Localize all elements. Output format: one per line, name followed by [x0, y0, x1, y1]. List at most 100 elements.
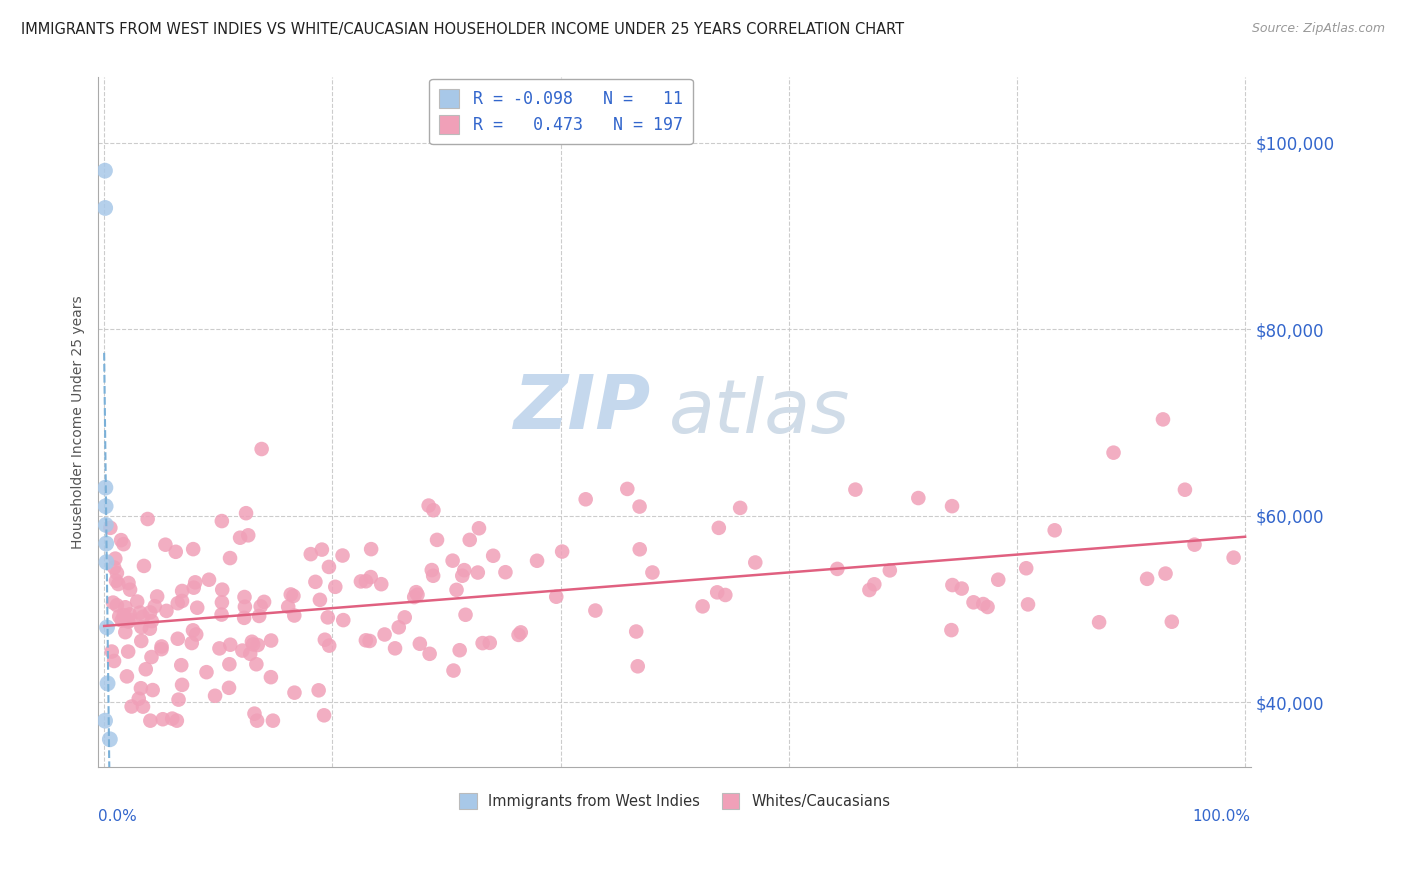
Point — [142, 683, 165, 698]
Point — [858, 582, 880, 597]
Point — [231, 643, 253, 657]
Point — [941, 623, 963, 637]
Point — [409, 637, 432, 651]
Point — [218, 657, 240, 672]
Point — [94, 481, 117, 495]
Text: 100.0%: 100.0% — [1192, 809, 1251, 823]
Point — [155, 538, 177, 552]
Point — [453, 563, 475, 577]
Point — [1136, 572, 1159, 586]
Point — [744, 556, 766, 570]
Point — [728, 500, 751, 515]
Point — [583, 603, 606, 617]
Point — [707, 521, 730, 535]
Point — [1222, 550, 1244, 565]
Point — [714, 588, 737, 602]
Point — [114, 600, 136, 615]
Point — [1174, 483, 1197, 497]
Point — [111, 614, 134, 628]
Point — [141, 650, 163, 665]
Point — [170, 658, 193, 673]
Point — [422, 503, 444, 517]
Point — [575, 492, 598, 507]
Point — [146, 590, 169, 604]
Point — [121, 699, 143, 714]
Point — [117, 615, 139, 629]
Point — [332, 613, 354, 627]
Point — [323, 580, 346, 594]
Point — [100, 644, 122, 658]
Point — [97, 676, 120, 690]
Point — [624, 624, 647, 639]
Point — [1184, 538, 1206, 552]
Point — [107, 577, 129, 591]
Point — [195, 665, 218, 680]
Point — [283, 589, 305, 603]
Point — [218, 681, 240, 695]
Point — [129, 681, 152, 696]
Point — [238, 528, 260, 542]
Point — [117, 576, 139, 591]
Point — [446, 582, 468, 597]
Point — [360, 570, 382, 584]
Point — [879, 563, 901, 577]
Point — [388, 620, 411, 634]
Point — [987, 573, 1010, 587]
Point — [211, 582, 233, 597]
Y-axis label: Householder Income Under 25 years: Householder Income Under 25 years — [72, 295, 86, 549]
Point — [98, 732, 121, 747]
Point — [219, 638, 242, 652]
Point — [94, 714, 117, 728]
Point — [467, 566, 489, 580]
Text: atlas: atlas — [669, 376, 851, 448]
Point — [458, 533, 481, 547]
Point — [96, 620, 118, 634]
Point — [962, 595, 984, 609]
Point — [405, 585, 427, 599]
Point — [186, 627, 208, 641]
Point — [482, 549, 505, 563]
Point — [246, 638, 269, 652]
Point — [1154, 566, 1177, 581]
Point — [219, 551, 242, 566]
Point — [283, 686, 305, 700]
Point — [526, 554, 548, 568]
Point — [139, 622, 162, 636]
Point — [104, 551, 127, 566]
Point — [94, 201, 117, 215]
Point — [316, 610, 339, 624]
Point — [384, 641, 406, 656]
Point — [229, 531, 252, 545]
Point — [96, 536, 118, 550]
Point — [1043, 524, 1066, 538]
Point — [181, 542, 204, 557]
Point — [94, 163, 117, 178]
Point — [312, 708, 335, 723]
Point — [96, 555, 118, 569]
Point — [309, 592, 332, 607]
Point — [1102, 445, 1125, 459]
Point — [370, 577, 392, 591]
Point — [233, 599, 256, 614]
Point — [280, 587, 302, 601]
Point — [692, 599, 714, 614]
Point — [155, 604, 177, 618]
Point — [972, 597, 994, 611]
Point — [136, 512, 159, 526]
Point — [211, 514, 233, 528]
Point — [243, 706, 266, 721]
Point — [451, 568, 474, 582]
Point — [827, 562, 849, 576]
Point — [211, 595, 233, 609]
Point — [184, 575, 207, 590]
Point — [132, 558, 155, 573]
Point — [114, 625, 136, 640]
Point — [360, 542, 382, 557]
Point — [143, 599, 166, 614]
Point — [103, 654, 125, 668]
Point — [108, 609, 131, 624]
Point — [172, 584, 194, 599]
Text: 0.0%: 0.0% — [98, 809, 138, 823]
Point — [166, 714, 188, 728]
Point — [1160, 615, 1182, 629]
